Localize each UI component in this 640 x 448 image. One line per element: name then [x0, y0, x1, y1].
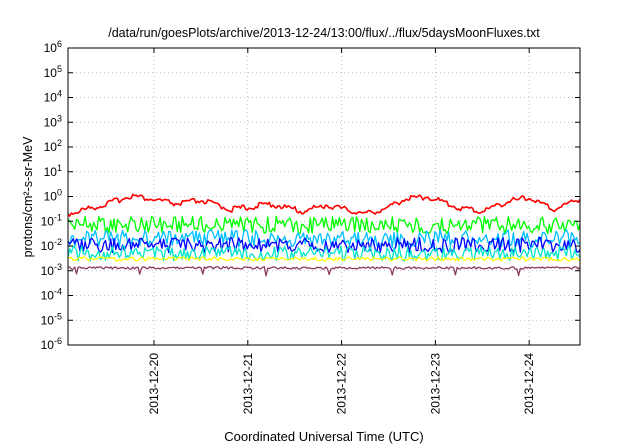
y-tick-label: 10-3 [41, 262, 62, 278]
x-tick-label: 2013-12-24 [522, 353, 536, 415]
y-tick-label: 106 [44, 39, 62, 55]
series-line [67, 256, 581, 262]
x-tick-labels: 2013-12-20 2013-12-21 2013-12-22 2013-12-23… [147, 353, 536, 415]
y-tick-label: 103 [44, 113, 62, 129]
y-tick-label: 10-1 [41, 212, 62, 228]
y-tick-label: 10-2 [41, 237, 62, 253]
y-tick-labels: 10-6 10-5 10-4 10-3 10-2 10-1 100 101 102 103 104 1… [41, 39, 62, 352]
x-tick-label: 2013-12-20 [147, 353, 161, 415]
y-tick-label: 101 [44, 163, 62, 179]
ticks [68, 47, 580, 346]
y-tick-label: 10-5 [41, 311, 62, 327]
x-tick-label: 2013-12-21 [241, 353, 255, 415]
y-tick-label: 100 [44, 188, 62, 204]
x-tick-label: 2013-12-22 [335, 353, 349, 415]
y-tick-label: 10-6 [41, 336, 62, 352]
series-line [67, 193, 581, 217]
chart-title: /data/run/goesPlots/archive/2013-12-24/1… [108, 26, 540, 40]
series-line [67, 266, 581, 277]
x-axis-label: Coordinated Universal Time (UTC) [224, 429, 423, 444]
series-line [67, 245, 581, 262]
series-layer [67, 193, 581, 277]
y-tick-label: 102 [44, 138, 62, 154]
y-tick-label: 105 [44, 64, 62, 80]
series-line [67, 229, 581, 248]
x-tick-label: 2013-12-23 [428, 353, 442, 415]
y-tick-label: 10-4 [41, 287, 62, 303]
y-axis-label: protons/cm²-s-sr-MeV [21, 136, 35, 258]
y-tick-label: 104 [44, 89, 62, 105]
series-line [67, 215, 581, 235]
grid [68, 48, 580, 345]
